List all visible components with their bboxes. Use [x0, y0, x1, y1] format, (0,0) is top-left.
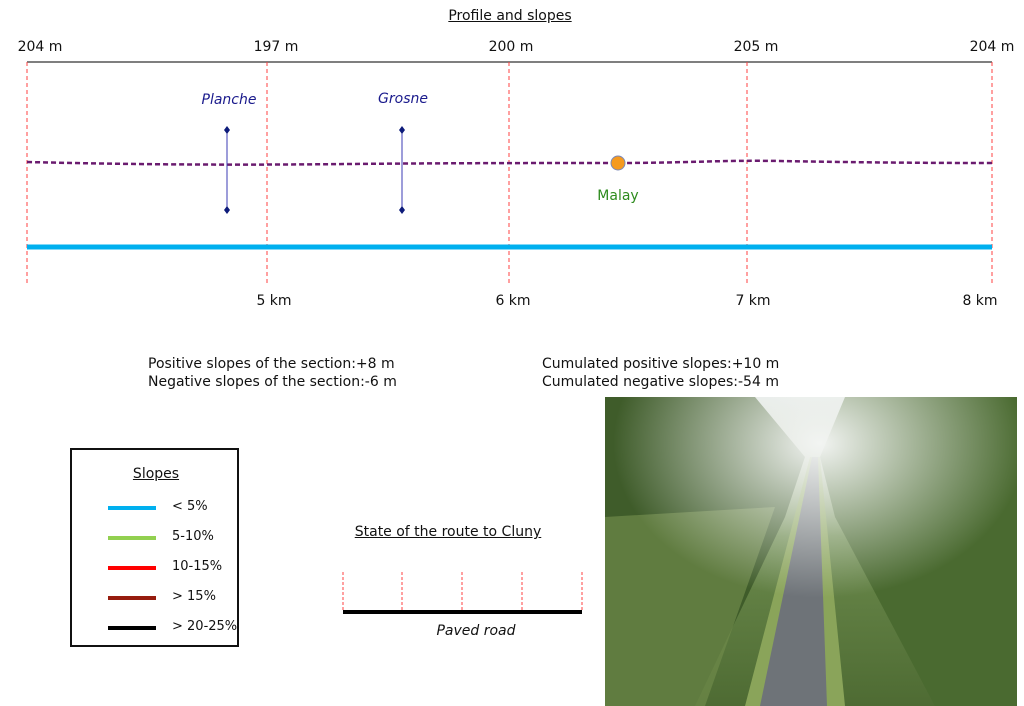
distance-label: 8 km — [962, 293, 998, 309]
planche-label: Planche — [201, 92, 257, 108]
section-negative-slopes: Negative slopes of the section:-6 m — [148, 374, 397, 390]
legend-swatch — [108, 626, 156, 630]
route-state-title: State of the route to Cluny — [354, 524, 542, 540]
cumulated-positive-slopes: Cumulated positive slopes:+10 m — [542, 356, 780, 372]
surface-label: Paved road — [436, 623, 516, 639]
legend-label: 10-15% — [172, 559, 223, 574]
legend-swatch — [108, 566, 156, 570]
profile-chart — [26, 61, 993, 283]
legend-swatch — [108, 536, 156, 540]
section-positive-slopes: Positive slopes of the section:+8 m — [148, 356, 395, 372]
elevation-label: 205 m — [733, 39, 779, 55]
legend-label: 5-10% — [172, 529, 214, 544]
legend-label: > 20-25% — [172, 619, 238, 634]
malay-label: Malay — [597, 188, 639, 204]
grosne-marker — [399, 126, 405, 214]
legend-label: > 15% — [172, 589, 216, 604]
distance-label: 7 km — [735, 293, 771, 309]
grosne-label: Grosne — [378, 91, 428, 107]
legend-swatch — [108, 506, 156, 510]
legend-label: < 5% — [172, 499, 208, 514]
legend-title: Slopes — [132, 466, 180, 482]
malay-town-dot — [610, 155, 626, 171]
slopes-legend: Slopes < 5% 5-10% 10-15% > 15% > 20-25% — [70, 448, 239, 647]
elevation-label: 204 m — [17, 39, 63, 55]
route-state-bar — [342, 572, 583, 614]
route-photo — [605, 397, 1017, 706]
planche-marker — [224, 126, 230, 214]
distance-label: 5 km — [256, 293, 292, 309]
page-title: Profile and slopes — [448, 8, 572, 24]
legend-swatch — [108, 596, 156, 600]
elevation-label: 204 m — [969, 39, 1015, 55]
elevation-profile-line — [26, 159, 993, 166]
greenway-path-image — [605, 397, 1017, 706]
distance-label: 6 km — [495, 293, 531, 309]
cumulated-negative-slopes: Cumulated negative slopes:-54 m — [542, 374, 779, 390]
elevation-label: 200 m — [488, 39, 534, 55]
elevation-label: 197 m — [253, 39, 299, 55]
